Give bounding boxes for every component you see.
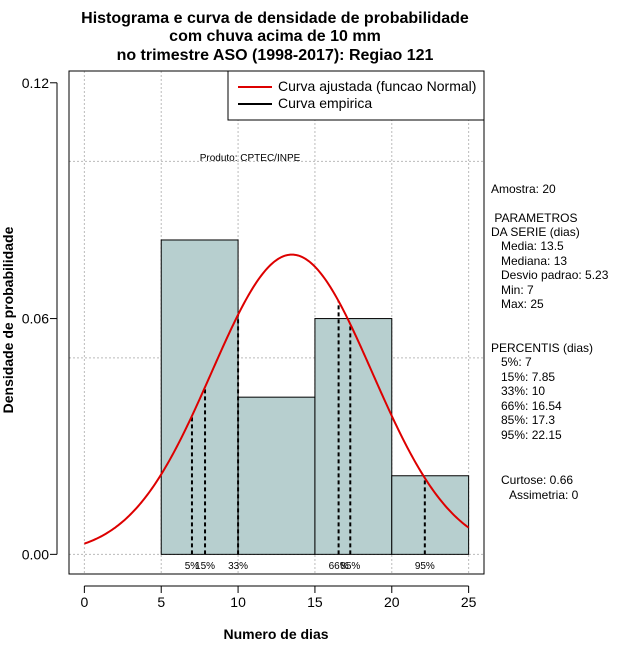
histogram-bar xyxy=(314,318,393,555)
percentile-85: 85%: 17.3 xyxy=(491,413,556,427)
chart-title: Histograma e curva de densidade de proba… xyxy=(81,10,469,64)
y-tick-label: 0.00 xyxy=(22,546,49,562)
percentile-line-label: 85% xyxy=(340,561,360,572)
histogram-bars xyxy=(160,239,470,555)
parameters-list: Media: 13.5 Mediana: 13 Desvio padrao: 5… xyxy=(491,239,608,312)
x-tick-label: 15 xyxy=(307,594,323,610)
product-annotation: Produto: CPTEC/INPE xyxy=(200,153,301,164)
percentiles-title: PERCENTIS (dias) xyxy=(491,341,594,355)
percentile-15: 15%: 7.85 xyxy=(491,369,556,384)
y-tick-label: 0.06 xyxy=(22,311,49,327)
percentiles-list: 5%: 7 15%: 7.85 33%: 10 66%: 16.54 85%: … xyxy=(491,355,562,442)
y-axis-label: Densidade de probabilidade xyxy=(0,226,16,413)
legend-box xyxy=(227,70,485,121)
percentile-line-label: 95% xyxy=(415,561,435,572)
percentile-line-label: 33% xyxy=(228,561,248,572)
param-max: Max: 25 xyxy=(491,297,544,311)
title-line-1: Histograma e curva de densidade de proba… xyxy=(81,10,469,27)
percentile-labels: 5%15% 33% 66%85% 95% xyxy=(185,561,435,572)
x-tick-label: 25 xyxy=(461,594,477,610)
percentile-33: 33%: 10 xyxy=(491,384,546,398)
x-tick-label: 20 xyxy=(384,594,400,610)
y-tick-label: 0.12 xyxy=(22,75,49,91)
histogram-bar xyxy=(391,475,470,555)
histogram-bar xyxy=(237,396,316,555)
legend: Curva ajustada (funcao Normal) Curva emp… xyxy=(227,70,485,121)
title-line-2: com chuva acima de 10 mm xyxy=(169,28,381,45)
x-axis-label: Numero de dias xyxy=(223,626,328,642)
x-axis: 0 5 10 15 20 25 xyxy=(80,585,477,610)
percentile-5: 5%: 7 xyxy=(491,355,532,369)
kurtosis: Curtose: 0.66 xyxy=(501,473,574,487)
percentile-line-label: 66% xyxy=(329,561,349,572)
param-min: Min: 7 xyxy=(491,282,534,297)
y-axis: 0.00 0.06 0.12 xyxy=(22,75,58,562)
percentile-95: 95%: 22.15 xyxy=(491,427,562,442)
percentile-lines xyxy=(190,301,426,555)
percentile-line-label: 5% xyxy=(185,561,200,572)
param-median: Mediana: 13 xyxy=(491,253,568,268)
sample-size: Amostra: 20 xyxy=(491,182,556,196)
title-line-3: no trimestre ASO (1998-2017): Regiao 121 xyxy=(117,47,434,64)
skewness: Assimetria: 0 xyxy=(509,488,579,502)
legend-label-empirical-curve: Curva empirica xyxy=(278,95,372,111)
normal-curve-line xyxy=(84,253,470,545)
x-tick-label: 5 xyxy=(157,594,165,610)
param-stddev: Desvio padrao: 5.23 xyxy=(491,268,609,282)
param-mean: Media: 13.5 xyxy=(491,239,564,253)
parameters-title: PARAMETROS xyxy=(491,211,578,225)
percentile-66: 66%: 16.54 xyxy=(491,398,562,413)
x-tick-label: 10 xyxy=(230,594,246,610)
series-title: DA SERIE (dias) xyxy=(491,225,580,239)
legend-label-fitted-curve: Curva ajustada (funcao Normal) xyxy=(278,78,476,94)
x-tick-label: 0 xyxy=(80,594,88,610)
percentile-line-label: 15% xyxy=(195,561,215,572)
